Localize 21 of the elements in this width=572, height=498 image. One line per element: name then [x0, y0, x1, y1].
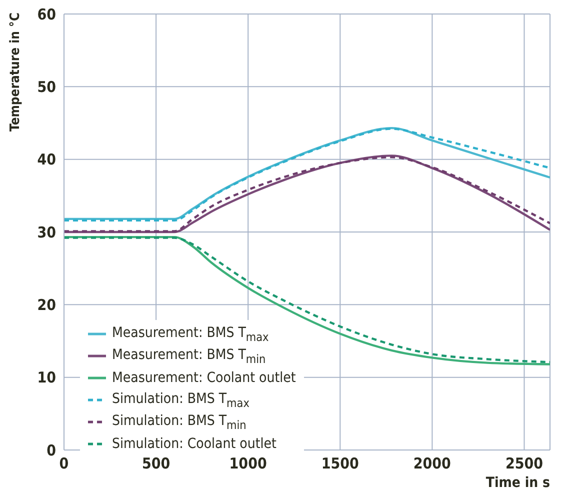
x-tick-label: 500 — [142, 454, 170, 473]
y-tick-label: 40 — [37, 150, 56, 169]
x-tick-label: 1500 — [321, 454, 359, 473]
y-tick-label: 20 — [37, 296, 56, 314]
y-tick-label: 0 — [46, 441, 56, 460]
y-tick-label: 10 — [37, 368, 56, 387]
x-tick-label: 0 — [59, 454, 69, 473]
legend-label: Measurement: BMS T$_{min}$ — [112, 346, 266, 366]
y-tick-label: 60 — [37, 5, 56, 24]
y-axis-title: Temperature in °C — [8, 12, 24, 132]
x-axis-title: Time in s — [486, 475, 550, 491]
legend-label: Simulation: BMS T$_{max}$ — [112, 390, 250, 410]
legend-label: Simulation: Coolant outlet — [112, 436, 276, 452]
x-tick-label: 1000 — [229, 454, 267, 473]
legend-label: Measurement: Coolant outlet — [112, 370, 296, 386]
x-tick-label: 2000 — [413, 454, 451, 473]
y-tick-label: 50 — [37, 78, 56, 96]
legend-label: Simulation: BMS T$_{min}$ — [112, 412, 246, 432]
x-tick-label: 2500 — [505, 454, 544, 473]
y-tick-label: 30 — [37, 223, 56, 242]
legend-label: Measurement: BMS T$_{max}$ — [112, 324, 269, 344]
